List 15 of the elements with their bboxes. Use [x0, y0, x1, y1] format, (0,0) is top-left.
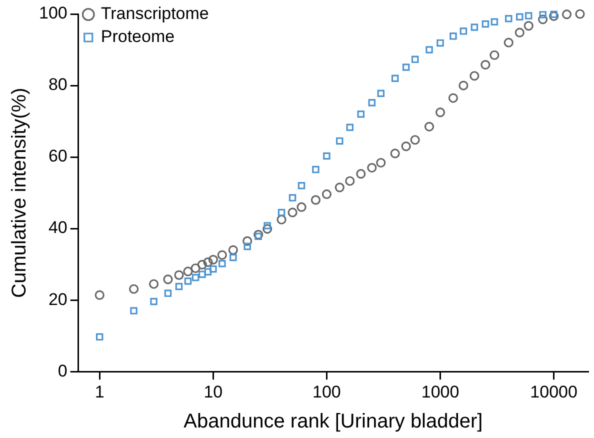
x-tick-label: 1000 [421, 382, 460, 402]
y-tick-label: 20 [48, 290, 68, 309]
y-tick-label: 80 [48, 75, 68, 94]
y-tick-label: 100 [38, 4, 68, 23]
y-tick-label: 0 [58, 361, 68, 380]
x-tick-label: 1 [94, 382, 104, 402]
y-tick-label: 60 [48, 146, 68, 166]
x-tick-label: 100 [312, 382, 341, 402]
y-axis-title: Cumulative intensity(%) [8, 88, 31, 298]
x-tick-label: 10000 [530, 382, 578, 402]
y-tick-label: 40 [48, 218, 68, 238]
x-axis-title: Abandunce rank [Urinary bladder] [184, 410, 483, 433]
x-tick-label: 10 [204, 382, 223, 402]
legend-label: Transcriptome [100, 4, 209, 24]
legend-label: Proteome [100, 27, 175, 46]
